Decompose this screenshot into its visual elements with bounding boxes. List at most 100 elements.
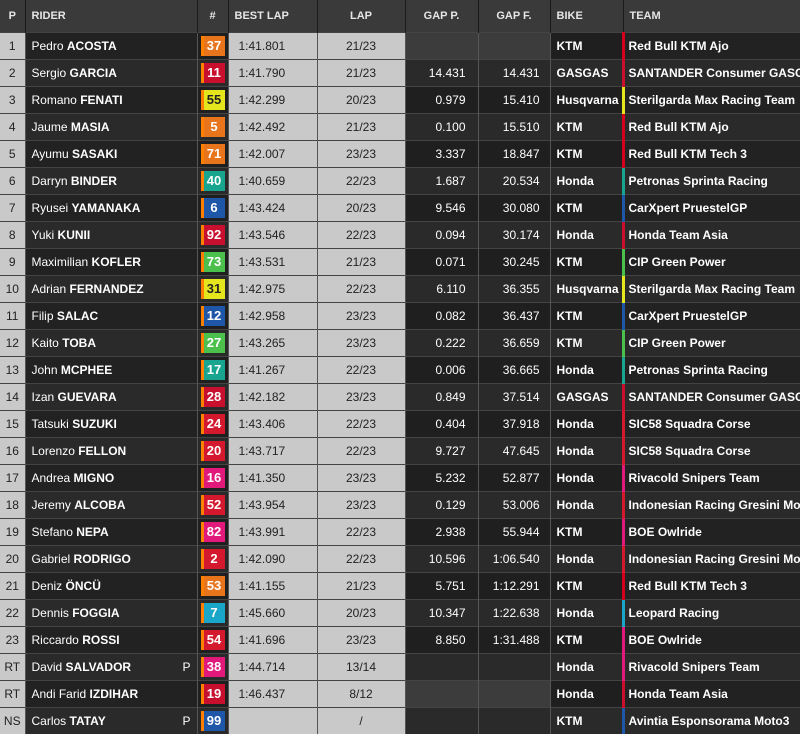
team-cell[interactable]: Leopard Racing: [623, 600, 800, 627]
rider-cell[interactable]: Izan GUEVARA: [25, 384, 197, 411]
rider-cell[interactable]: Andrea MIGNO: [25, 465, 197, 492]
team-cell[interactable]: Sterilgarda Max Racing Team: [623, 87, 800, 114]
rider-cell[interactable]: Filip SALAC: [25, 303, 197, 330]
team-cell[interactable]: Petronas Sprinta Racing: [623, 168, 800, 195]
header-number[interactable]: #: [197, 0, 228, 33]
header-gap-first[interactable]: GAP F.: [478, 0, 550, 33]
rider-cell[interactable]: Pedro ACOSTA: [25, 33, 197, 60]
team-cell[interactable]: SANTANDER Consumer GASGAS: [623, 60, 800, 87]
rider-cell[interactable]: Adrian FERNANDEZ: [25, 276, 197, 303]
rider-cell[interactable]: Tatsuki SUZUKI: [25, 411, 197, 438]
rider-cell[interactable]: Stefano NEPA: [25, 519, 197, 546]
rider-first-name: Izan: [32, 390, 55, 404]
team-cell[interactable]: Red Bull KTM Ajo: [623, 114, 800, 141]
team-cell[interactable]: Red Bull KTM Tech 3: [623, 141, 800, 168]
team-cell[interactable]: Rivacold Snipers Team: [623, 465, 800, 492]
rider-first-name: Kaito: [32, 336, 59, 350]
team-cell[interactable]: SANTANDER Consumer GASGAS: [623, 384, 800, 411]
team-cell[interactable]: Honda Team Asia: [623, 222, 800, 249]
rider-cell[interactable]: Andi Farid IZDIHAR: [25, 681, 197, 708]
status-flag: P: [182, 660, 190, 674]
header-best-lap[interactable]: BEST LAP: [228, 0, 317, 33]
best-lap-cell: 1:43.546: [228, 222, 317, 249]
rider-cell[interactable]: Darryn BINDER: [25, 168, 197, 195]
rider-cell[interactable]: John MCPHEE: [25, 357, 197, 384]
header-gap-previous[interactable]: GAP P.: [405, 0, 478, 33]
lap-cell: 21/23: [317, 60, 405, 87]
number-cell: 31: [197, 276, 228, 303]
rider-cell[interactable]: Jaume MASIA: [25, 114, 197, 141]
team-cell[interactable]: CIP Green Power: [623, 249, 800, 276]
rider-cell[interactable]: Romano FENATI: [25, 87, 197, 114]
rider-cell[interactable]: Deniz ÖNCÜ: [25, 573, 197, 600]
rider-cell[interactable]: Lorenzo FELLON: [25, 438, 197, 465]
team-cell[interactable]: Rivacold Snipers Team: [623, 654, 800, 681]
number-cell: 5: [197, 114, 228, 141]
rider-cell[interactable]: Dennis FOGGIA: [25, 600, 197, 627]
team-cell[interactable]: Red Bull KTM Tech 3: [623, 573, 800, 600]
rider-cell[interactable]: Riccardo ROSSI: [25, 627, 197, 654]
team-cell[interactable]: Red Bull KTM Ajo: [623, 33, 800, 60]
gap-previous-cell: 0.094: [405, 222, 478, 249]
team-cell[interactable]: CarXpert PruestelGP: [623, 303, 800, 330]
header-position[interactable]: P: [0, 0, 25, 33]
team-cell[interactable]: SIC58 Squadra Corse: [623, 411, 800, 438]
rider-cell[interactable]: Gabriel RODRIGO: [25, 546, 197, 573]
header-rider[interactable]: RIDER: [25, 0, 197, 33]
team-cell[interactable]: CarXpert PruestelGP: [623, 195, 800, 222]
header-bike[interactable]: BIKE: [550, 0, 623, 33]
team-cell[interactable]: Honda Team Asia: [623, 681, 800, 708]
team-cell[interactable]: SIC58 Squadra Corse: [623, 438, 800, 465]
best-lap-cell: 1:41.801: [228, 33, 317, 60]
team-cell[interactable]: Petronas Sprinta Racing: [623, 357, 800, 384]
gap-first-cell: 37.918: [478, 411, 550, 438]
rider-cell[interactable]: Ryusei YAMANAKA: [25, 195, 197, 222]
rider-last-name: YAMANAKA: [72, 201, 141, 215]
rider-cell[interactable]: Maximilian KOFLER: [25, 249, 197, 276]
team-cell[interactable]: BOE Owlride: [623, 519, 800, 546]
header-team[interactable]: TEAM: [623, 0, 800, 33]
team-cell[interactable]: Avintia Esponsorama Moto3: [623, 708, 800, 734]
bike-cell: Honda: [550, 357, 623, 384]
rider-cell[interactable]: Yuki KUNII: [25, 222, 197, 249]
team-cell[interactable]: Sterilgarda Max Racing Team: [623, 276, 800, 303]
team-cell[interactable]: BOE Owlride: [623, 627, 800, 654]
rider-cell[interactable]: Ayumu SASAKI: [25, 141, 197, 168]
rider-number-badge: 19: [201, 684, 225, 704]
team-cell[interactable]: Indonesian Racing Gresini Moto3: [623, 492, 800, 519]
team-cell[interactable]: CIP Green Power: [623, 330, 800, 357]
rider-cell[interactable]: Jeremy ALCOBA: [25, 492, 197, 519]
team-cell[interactable]: Indonesian Racing Gresini Moto3: [623, 546, 800, 573]
header-lap[interactable]: LAP: [317, 0, 405, 33]
rider-cell[interactable]: Kaito TOBA: [25, 330, 197, 357]
rider-cell[interactable]: Sergio GARCIA: [25, 60, 197, 87]
